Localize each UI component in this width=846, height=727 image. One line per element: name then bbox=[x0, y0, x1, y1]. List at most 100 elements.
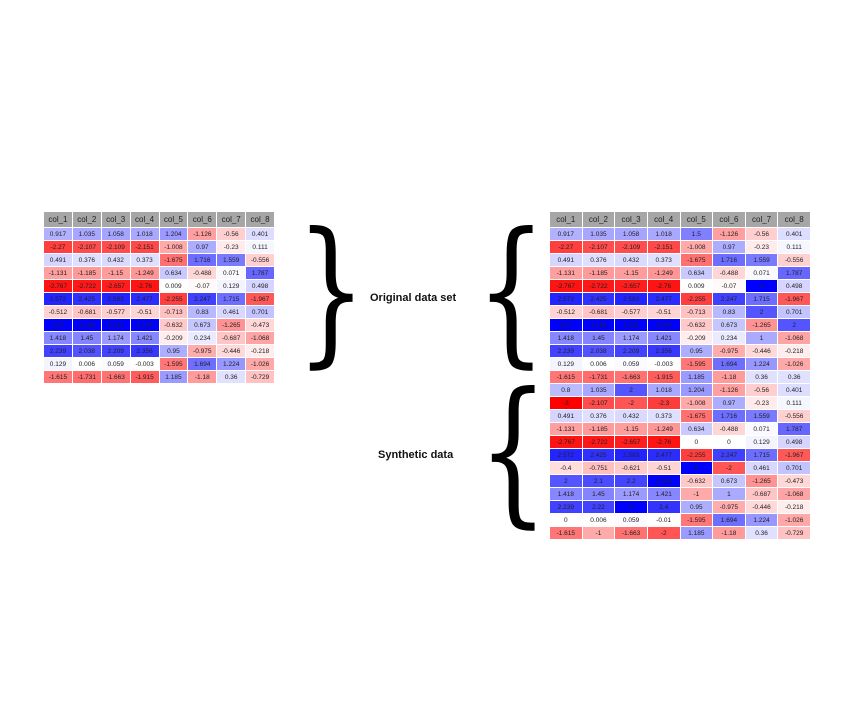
original-table-cell: -0.681 bbox=[71, 305, 102, 319]
synthetic-table-cell: -1.615 bbox=[549, 526, 583, 540]
original-table-cell: -0.556 bbox=[245, 253, 275, 267]
synthetic-table-cell: -1.026 bbox=[777, 513, 811, 527]
original-table-cell: -0.632 bbox=[158, 318, 189, 332]
synthetic-table-row: 0.8 1.035 2 1.018 1.204 -1.126 -0.56 0.401 bbox=[549, 383, 811, 397]
original-table-cell: 2.239 bbox=[43, 344, 73, 358]
synthetic-table-row: -2.27 -2.107 -2.109 -2.151 -1.008 0.97 -0.23 0.… bbox=[549, 240, 811, 254]
original-table-cell: -0.218 bbox=[245, 344, 275, 358]
original-table-cell: 1.787 bbox=[245, 266, 275, 280]
original-table-cell: 0.498 bbox=[245, 279, 275, 293]
synthetic-table-cell: -1.131 bbox=[549, 266, 583, 280]
synthetic-table-cell: -2.107 bbox=[581, 240, 616, 254]
synthetic-table-cell: -1.15 bbox=[614, 266, 648, 280]
synthetic-table-cell: 2.583 bbox=[614, 448, 648, 462]
synthetic-table-cell: 2.239 bbox=[549, 344, 583, 358]
original-table-cell: -2.722 bbox=[71, 279, 102, 293]
original-table-cell: -1.008 bbox=[158, 240, 189, 254]
original-table-cell: 2.583 bbox=[100, 292, 131, 306]
original-table-cell: -0.975 bbox=[187, 344, 218, 358]
synthetic-table-cell: -1.249 bbox=[646, 266, 681, 280]
original-table-cell: -2.255 bbox=[158, 292, 189, 306]
synthetic-column-header: col_7 bbox=[744, 211, 779, 228]
synthetic-table-cell: 1.185 bbox=[679, 370, 714, 384]
synthetic-table-cell: -1.675 bbox=[679, 253, 714, 267]
synthetic-table-cell: -1.967 bbox=[777, 292, 811, 306]
synthetic-table-cell: -2.109 bbox=[614, 240, 648, 254]
original-table-row: 3.07 3.168 3.251 3.104 -0.632 0.673 -1.265 -0.4… bbox=[43, 318, 275, 332]
synthetic-table-cell: -0.488 bbox=[712, 266, 746, 280]
original-column-header: col_6 bbox=[187, 211, 218, 228]
original-table-row: -0.512 -0.681 -0.577 -0.51 -0.713 0.83 0.461 0.… bbox=[43, 305, 275, 319]
synthetic-table-cell: -2.76 bbox=[646, 435, 681, 449]
synthetic-table-cell: 1.224 bbox=[744, 513, 779, 527]
synthetic-table-cell: -1.126 bbox=[712, 227, 746, 241]
synthetic-table-cell: -1.663 bbox=[614, 370, 648, 384]
original-table-cell: -2.657 bbox=[100, 279, 131, 293]
synthetic-table-cell: 0.129 bbox=[549, 357, 583, 371]
synthetic-table-cell: -0.681 bbox=[581, 305, 616, 319]
synthetic-table-cell: 0.234 bbox=[712, 331, 746, 345]
synthetic-table-cell: -2.767 bbox=[549, 279, 583, 293]
synthetic-table-cell: 0.917 bbox=[549, 227, 583, 241]
synthetic-table-cell: -2.722 bbox=[581, 279, 616, 293]
original-table-cell: -1.915 bbox=[129, 370, 160, 384]
original-table-cell: -0.687 bbox=[216, 331, 247, 345]
original-table-cell: 1.204 bbox=[158, 227, 189, 241]
synthetic-table-cell: 2.1 bbox=[581, 474, 616, 488]
synthetic-table-cell: 0.129 bbox=[744, 435, 779, 449]
original-column-header: col_7 bbox=[216, 211, 247, 228]
synthetic-table-cell: 1.035 bbox=[581, 227, 616, 241]
synthetic-table-cell: -1.967 bbox=[777, 448, 811, 462]
original-column-header: col_2 bbox=[71, 211, 102, 228]
synthetic-table-cell: 0.373 bbox=[646, 253, 681, 267]
synthetic-table-cell: -1.185 bbox=[581, 266, 616, 280]
synthetic-column-header: col_2 bbox=[581, 211, 616, 228]
synthetic-table-row: 2.572 2.425 2.583 2.477 -2.255 2.247 1.715 -1.9… bbox=[549, 292, 811, 306]
original-table-cell: -0.56 bbox=[216, 227, 247, 241]
synthetic-table-cell: 0.36 bbox=[744, 526, 779, 540]
synthetic-table-cell: -0.23 bbox=[744, 396, 779, 410]
synthetic-table-cell: 0.491 bbox=[549, 409, 583, 423]
synthetic-table-cell: 3 bbox=[614, 500, 648, 514]
original-table-cell: -1.265 bbox=[216, 318, 247, 332]
original-table-cell: -0.446 bbox=[216, 344, 247, 358]
synthetic-table-cell: -2.722 bbox=[581, 435, 616, 449]
synthetic-table-cell: -0.729 bbox=[777, 526, 811, 540]
synthetic-table-cell: -0.632 bbox=[679, 318, 714, 332]
synthetic-table-cell: -0.56 bbox=[744, 383, 779, 397]
synthetic-table-row: 2.239 2.22 3 2.4 0.95 -0.975 -0.446 -0.218 bbox=[549, 500, 811, 514]
original-table-cell: 3.104 bbox=[129, 318, 160, 332]
synthetic-table-cell: 2 bbox=[744, 305, 779, 319]
synthetic-table-cell: -2.151 bbox=[646, 240, 681, 254]
synthetic-table-cell: -1.265 bbox=[744, 318, 779, 332]
synthetic-table-cell: -1.915 bbox=[646, 370, 681, 384]
synthetic-column-header: col_8 bbox=[777, 211, 811, 228]
original-table-cell: 0.009 bbox=[158, 279, 189, 293]
synthetic-table-cell: 2.356 bbox=[646, 344, 681, 358]
original-table-row: -1.131 -1.185 -1.15 -1.249 0.634 -0.488 0.071 1… bbox=[43, 266, 275, 280]
synthetic-table-cell: 2.425 bbox=[581, 448, 616, 462]
original-table-cell: -0.23 bbox=[216, 240, 247, 254]
synthetic-table-cell: 0.432 bbox=[614, 253, 648, 267]
synthetic-table-row: -3 -2.107 -2 -2.3 -1.008 0.97 -0.23 0.111 bbox=[549, 396, 811, 410]
synthetic-table-cell: 0.498 bbox=[777, 279, 811, 293]
synthetic-table-cell: 0.401 bbox=[777, 227, 811, 241]
original-table-row: 0.917 1.035 1.058 1.018 1.204 -1.126 -0.56 0.40… bbox=[43, 227, 275, 241]
synthetic-table-cell: 0.009 bbox=[679, 279, 714, 293]
synthetic-table-cell: -0.218 bbox=[777, 344, 811, 358]
original-table-cell: 1.421 bbox=[129, 331, 160, 345]
original-table-cell: 2.209 bbox=[100, 344, 131, 358]
synthetic-table-cell: 0.111 bbox=[777, 240, 811, 254]
synthetic-table-cell: 1.787 bbox=[777, 266, 811, 280]
synthetic-table-cell: -0.51 bbox=[646, 305, 681, 319]
original-table-cell: -2.27 bbox=[43, 240, 73, 254]
original-table-cell: 1.035 bbox=[71, 227, 102, 241]
synthetic-table-cell: -2 bbox=[712, 461, 746, 475]
synthetic-table-cell: 0.401 bbox=[777, 383, 811, 397]
original-table-cell: -1.731 bbox=[71, 370, 102, 384]
synthetic-table-row: 1.418 1.45 1.174 1.421 -0.209 0.234 1 -1.068 bbox=[549, 331, 811, 345]
synthetic-table-row: -0.512 -0.681 -0.577 -0.51 -0.713 0.83 2 0.701 bbox=[549, 305, 811, 319]
synthetic-table-cell: -2 bbox=[614, 396, 648, 410]
original-table-cell: 0.83 bbox=[187, 305, 218, 319]
original-table-cell: 1.559 bbox=[216, 253, 247, 267]
